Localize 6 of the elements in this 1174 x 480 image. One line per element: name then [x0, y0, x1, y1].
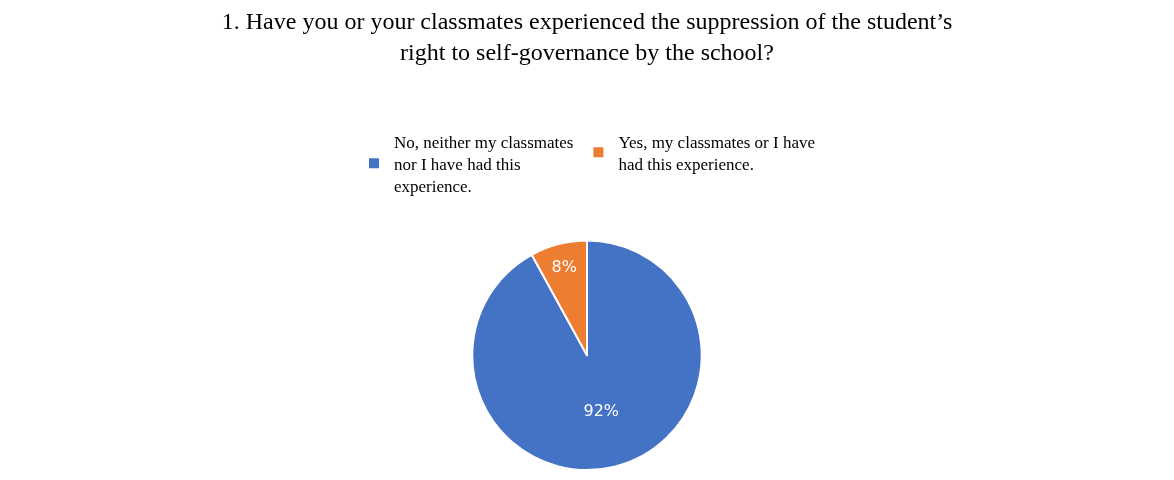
data-label: 8%	[551, 256, 577, 276]
chart-title: 1. Have you or your classmates experienced the suppression of the student’s right to self-governance by the school?	[221, 7, 953, 65]
legend-label: No, neither my classmates nor I have had this experience.	[394, 132, 574, 196]
pie-slice	[471, 239, 703, 471]
legend-label: Yes, my classmates or I have had this experience.	[618, 132, 815, 174]
data-label: 92%	[583, 401, 620, 421]
